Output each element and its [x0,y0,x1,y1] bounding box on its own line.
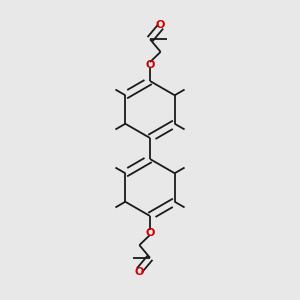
Text: O: O [156,20,165,30]
Text: O: O [145,59,155,70]
Text: O: O [135,267,144,277]
Text: O: O [145,227,155,238]
